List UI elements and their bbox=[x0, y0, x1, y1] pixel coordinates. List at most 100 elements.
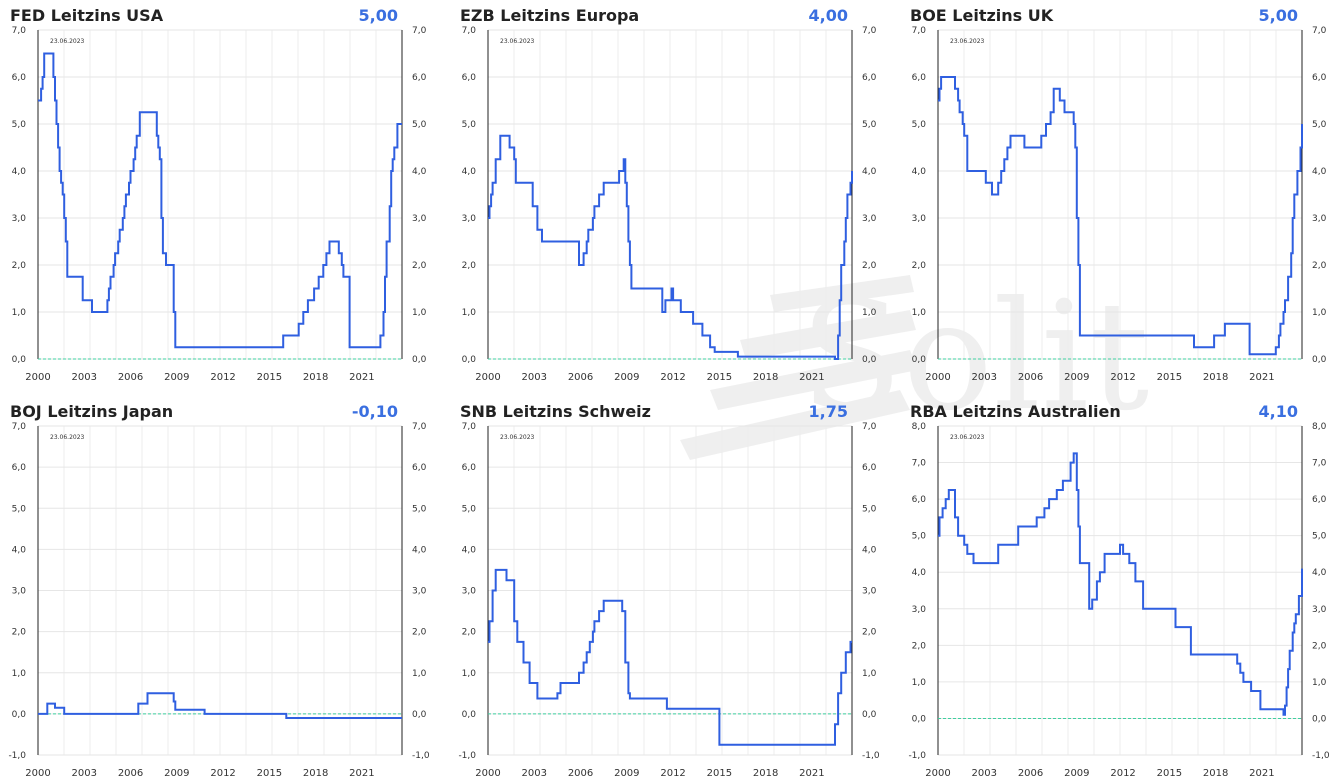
y-tick-label-left: 4,0 bbox=[462, 167, 477, 177]
y-tick-label-right: 5,0 bbox=[412, 504, 427, 514]
y-tick-label-right: 1,0 bbox=[1312, 678, 1327, 688]
y-tick-label-right: 0,0 bbox=[862, 710, 877, 720]
y-tick-label-right: 4,0 bbox=[862, 167, 877, 177]
y-tick-label-right: 6,0 bbox=[862, 463, 877, 473]
y-tick-label-right: 4,0 bbox=[862, 545, 877, 555]
y-tick-label-right: 1,0 bbox=[862, 669, 877, 679]
y-tick-label-left: -1,0 bbox=[908, 751, 926, 761]
y-tick-label-right: 3,0 bbox=[412, 214, 427, 224]
x-tick-label: 2021 bbox=[349, 372, 374, 383]
y-tick-label-left: 3,0 bbox=[12, 214, 27, 224]
y-tick-label-left: 1,0 bbox=[462, 669, 477, 679]
y-tick-label-left: 4,0 bbox=[12, 167, 27, 177]
y-tick-label-right: 7,0 bbox=[862, 26, 877, 36]
x-tick-label: 2003 bbox=[522, 768, 547, 779]
x-tick-label: 2000 bbox=[25, 768, 50, 779]
x-tick-label: 2012 bbox=[1110, 768, 1135, 779]
y-tick-label-right: 8,0 bbox=[1312, 422, 1327, 432]
date-label: 23.06.2023 bbox=[950, 38, 985, 45]
x-tick-label: 2021 bbox=[1249, 372, 1274, 383]
x-tick-label: 2021 bbox=[349, 768, 374, 779]
y-tick-label-right: 5,0 bbox=[862, 120, 877, 130]
x-tick-label: 2006 bbox=[568, 372, 593, 383]
x-tick-label: 2012 bbox=[1110, 372, 1135, 383]
y-tick-label-left: 0,0 bbox=[912, 714, 927, 724]
y-tick-label-right: 4,0 bbox=[412, 167, 427, 177]
date-label: 23.06.2023 bbox=[50, 38, 85, 45]
y-tick-label-right: 4,0 bbox=[1312, 167, 1327, 177]
y-tick-label-left: 6,0 bbox=[12, 463, 27, 473]
y-tick-label-left: 0,0 bbox=[462, 710, 477, 720]
y-tick-label-left: 2,0 bbox=[462, 261, 477, 271]
x-tick-label: 2018 bbox=[1203, 768, 1228, 779]
x-tick-label: 2018 bbox=[303, 768, 328, 779]
chart-panel: SNB Leitzins Schweiz 1,75 -1,0 -1,0 0,0 0,0 1,… bbox=[458, 402, 879, 779]
y-tick-label-left: 5,0 bbox=[912, 532, 927, 542]
x-tick-label: 2018 bbox=[1203, 372, 1228, 383]
current-value: 5,00 bbox=[1259, 6, 1298, 25]
y-tick-label-right: -1,0 bbox=[1312, 751, 1330, 761]
x-tick-label: 2015 bbox=[707, 768, 732, 779]
y-tick-label-left: 2,0 bbox=[12, 628, 27, 638]
x-tick-label: 2009 bbox=[1064, 768, 1089, 779]
x-tick-label: 2015 bbox=[1157, 768, 1182, 779]
y-tick-label-right: 2,0 bbox=[862, 261, 877, 271]
chart-title: EZB Leitzins Europa bbox=[460, 6, 639, 25]
x-tick-label: 2021 bbox=[1249, 768, 1274, 779]
current-value: 5,00 bbox=[359, 6, 398, 25]
x-tick-label: 2000 bbox=[475, 768, 500, 779]
y-tick-label-right: 5,0 bbox=[412, 120, 427, 130]
x-tick-label: 2006 bbox=[568, 768, 593, 779]
y-tick-label-right: 1,0 bbox=[412, 308, 427, 318]
y-tick-label-left: 2,0 bbox=[12, 261, 27, 271]
y-tick-label-right: 3,0 bbox=[862, 587, 877, 597]
y-tick-label-left: 0,0 bbox=[12, 710, 27, 720]
y-tick-label-left: 2,0 bbox=[912, 261, 927, 271]
y-tick-label-left: -1,0 bbox=[8, 751, 26, 761]
x-tick-label: 2012 bbox=[210, 768, 235, 779]
y-tick-label-left: 0,0 bbox=[12, 355, 27, 365]
series-line bbox=[488, 134, 853, 360]
y-tick-label-right: 7,0 bbox=[1312, 26, 1327, 36]
y-tick-label-right: 5,0 bbox=[1312, 120, 1327, 130]
y-tick-label-right: 3,0 bbox=[862, 214, 877, 224]
series-line bbox=[938, 76, 1303, 356]
y-tick-label-left: 3,0 bbox=[912, 605, 927, 615]
y-tick-label-left: 7,0 bbox=[12, 26, 27, 36]
x-tick-label: 2000 bbox=[925, 768, 950, 779]
y-tick-label-left: 2,0 bbox=[462, 628, 477, 638]
y-tick-label-left: 5,0 bbox=[12, 504, 27, 514]
y-tick-label-right: 1,0 bbox=[1312, 308, 1327, 318]
current-value: 4,00 bbox=[809, 6, 848, 25]
y-tick-label-left: 1,0 bbox=[912, 308, 927, 318]
chart-panel: FED Leitzins USA 5,00 0,0 0,0 1,0 1,0 2,0 2,0 3,… bbox=[10, 6, 427, 383]
y-tick-label-right: 6,0 bbox=[1312, 73, 1327, 83]
series-line bbox=[488, 568, 852, 746]
y-tick-label-right: 4,0 bbox=[412, 545, 427, 555]
y-tick-label-right: 4,0 bbox=[1312, 568, 1327, 578]
y-tick-label-right: 3,0 bbox=[1312, 214, 1327, 224]
current-value: 1,75 bbox=[809, 402, 848, 421]
x-tick-label: 2003 bbox=[522, 372, 547, 383]
x-tick-label: 2006 bbox=[1018, 372, 1043, 383]
y-tick-label-left: 6,0 bbox=[462, 463, 477, 473]
y-tick-label-left: 7,0 bbox=[462, 422, 477, 432]
x-tick-label: 2018 bbox=[303, 372, 328, 383]
y-tick-label-right: 0,0 bbox=[1312, 714, 1327, 724]
y-tick-label-left: 3,0 bbox=[462, 587, 477, 597]
y-tick-label-right: 2,0 bbox=[412, 628, 427, 638]
y-tick-label-left: 1,0 bbox=[462, 308, 477, 318]
y-tick-label-left: 6,0 bbox=[12, 73, 27, 83]
y-tick-label-right: 3,0 bbox=[412, 587, 427, 597]
x-tick-label: 2009 bbox=[1064, 372, 1089, 383]
y-tick-label-right: 0,0 bbox=[412, 710, 427, 720]
y-tick-label-left: -1,0 bbox=[458, 751, 476, 761]
x-tick-label: 2015 bbox=[257, 768, 282, 779]
y-tick-label-right: 7,0 bbox=[1312, 459, 1327, 469]
y-tick-label-left: 3,0 bbox=[12, 587, 27, 597]
date-label: 23.06.2023 bbox=[500, 38, 535, 45]
y-tick-label-right: 2,0 bbox=[1312, 641, 1327, 651]
y-tick-label-left: 7,0 bbox=[462, 26, 477, 36]
chart-title: RBA Leitzins Australien bbox=[910, 402, 1121, 421]
